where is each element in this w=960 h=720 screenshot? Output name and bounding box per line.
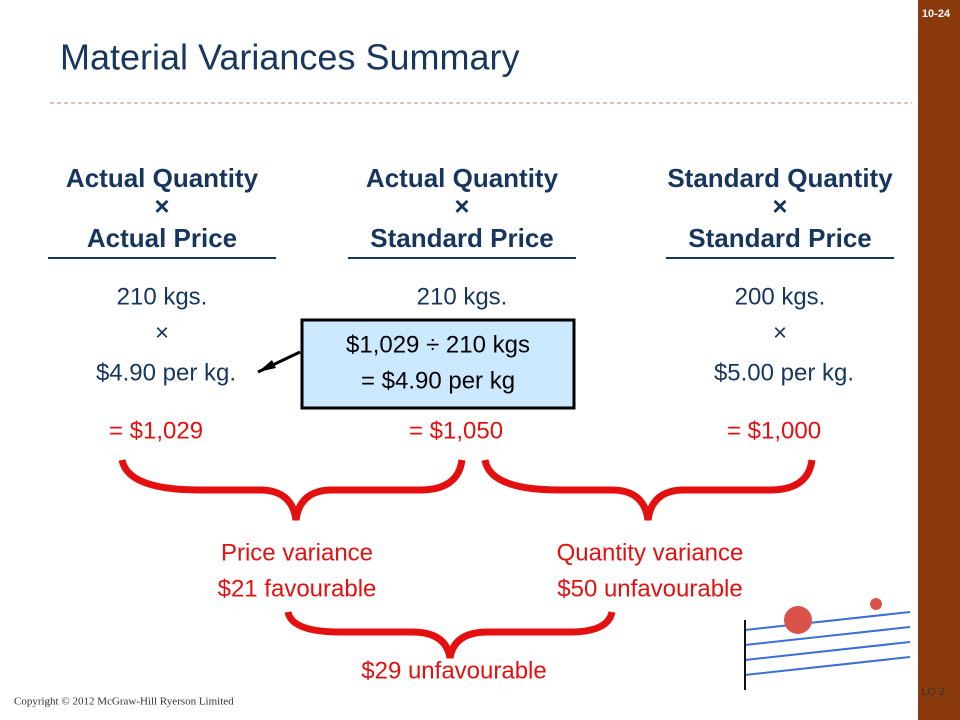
callout-text: $1,029 ÷ 210 kgs [346,331,530,358]
braces [118,458,816,659]
callout-text: = $4.90 per kg [361,367,515,394]
price: $4.90 per kg. [96,359,236,386]
total: = $1,000 [727,417,821,444]
total: = $1,050 [409,417,503,444]
column-header: Standard Price [370,223,554,253]
times-sign: × [155,319,169,346]
quantity: 210 kgs. [417,283,508,310]
clip-line [744,641,911,661]
callout-box [300,318,576,410]
clip-line [744,656,911,676]
column-header: Actual Quantity [366,163,559,193]
side-bar [918,0,960,720]
clip-line [744,611,911,631]
brace [481,459,816,521]
brace [284,610,616,659]
clip-line [744,626,911,646]
price: $5.00 per kg. [714,359,854,386]
times-sign: × [773,319,787,346]
total-variance: $29 unfavourable [361,657,546,684]
quantity-variance: $50 unfavourable [557,575,742,602]
slide-number: 10-24 [922,8,951,20]
column-header: Actual Quantity [66,163,259,193]
title: Material Variances Summary [60,37,519,78]
column-header: Standard Quantity [667,163,893,193]
column-header: × [772,191,787,221]
quantity: 210 kgs. [117,283,208,310]
quantity: 200 kgs. [735,283,826,310]
arrow-head [258,360,276,372]
total: = $1,029 [109,417,203,444]
column-header: × [154,191,169,221]
column-header: Actual Price [87,223,237,253]
quantity-variance: Quantity variance [557,539,744,566]
skier [870,598,882,610]
price-variance: Price variance [221,539,373,566]
copyright: Copyright © 2012 McGraw-Hill Ryerson Lim… [14,696,234,708]
brace [118,458,466,521]
skier-clipart [744,598,911,690]
column-header: × [454,191,469,221]
objective: LO 2 [921,686,945,698]
skier [784,606,812,634]
price-variance: $21 favourable [218,575,377,602]
column-header: Standard Price [688,223,872,253]
